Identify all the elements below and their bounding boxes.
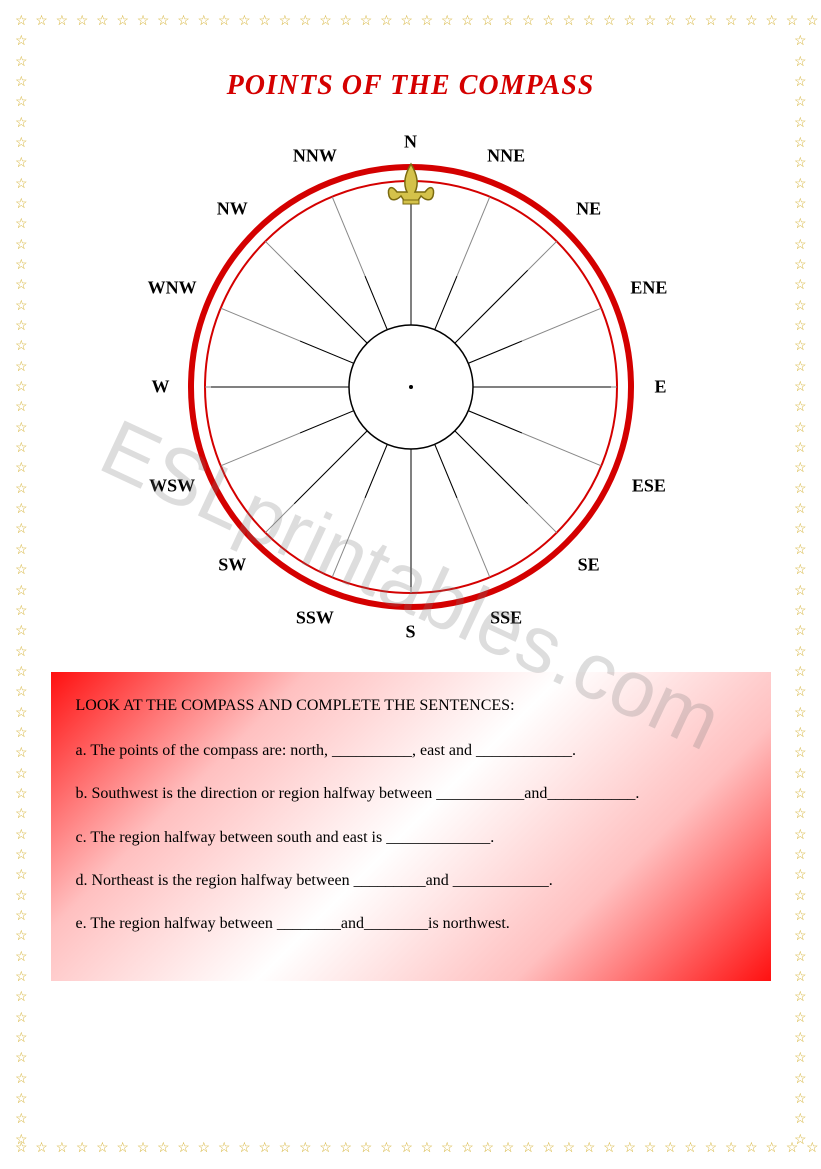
page-content: POINTS OF THE COMPASS <box>40 40 781 1129</box>
compass-label: NW <box>217 198 248 219</box>
compass-label: SSW <box>296 607 334 628</box>
instruction-text: LOOK AT THE COMPASS AND COMPLETE THE SEN… <box>76 692 746 719</box>
compass-label: NNW <box>293 146 337 167</box>
question-item: b. Southwest is the direction or region … <box>76 780 746 807</box>
question-item: c. The region halfway between south and … <box>76 824 746 851</box>
compass-rose: N NNE NE ENE E ESE SE SSE S SSW SW WSW W WNW NW NNW <box>151 127 671 647</box>
compass-label: SW <box>218 555 246 576</box>
compass-label: SSE <box>490 607 522 628</box>
compass-label: NE <box>576 198 601 219</box>
compass-label: E <box>654 377 666 398</box>
questions-box: LOOK AT THE COMPASS AND COMPLETE THE SEN… <box>51 672 771 981</box>
question-item: d. Northeast is the region halfway betwe… <box>76 867 746 894</box>
compass-label: WSW <box>149 475 195 496</box>
compass-label: NNE <box>487 146 525 167</box>
compass-label: W <box>152 377 170 398</box>
page-title: POINTS OF THE COMPASS <box>227 70 595 102</box>
compass-label: ENE <box>630 278 667 299</box>
question-item: a. The points of the compass are: north,… <box>76 737 746 764</box>
question-item: e. The region halfway between ________an… <box>76 910 746 937</box>
compass-label: N <box>404 132 417 153</box>
compass-label: S <box>405 622 415 643</box>
compass-label: WNW <box>148 278 197 299</box>
compass-label: ESE <box>632 475 666 496</box>
compass-label: SE <box>578 555 600 576</box>
